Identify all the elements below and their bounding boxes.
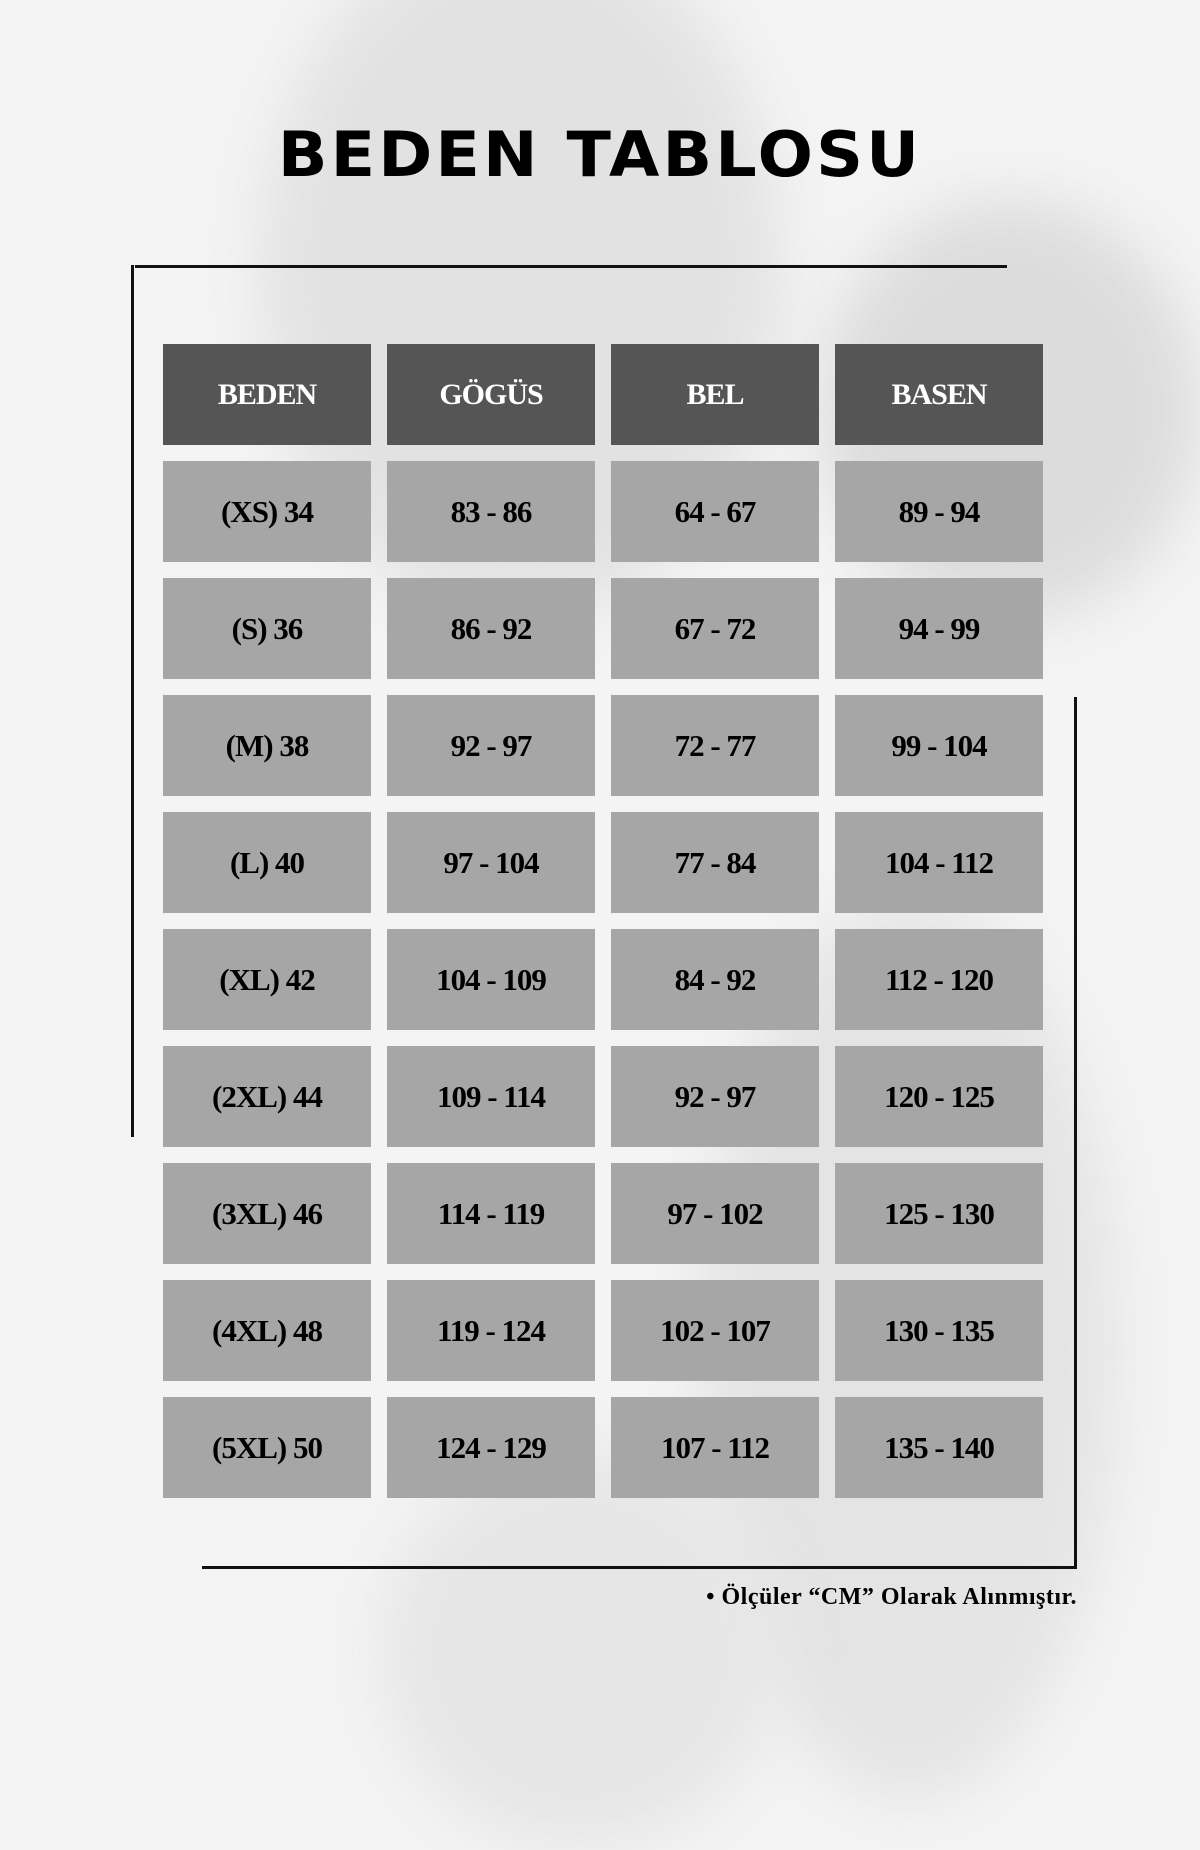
table-cell: 97 - 104: [387, 812, 595, 913]
table-cell: 84 - 92: [611, 929, 819, 1030]
table-cell: (5XL) 50: [163, 1397, 371, 1498]
table-cell: (3XL) 46: [163, 1163, 371, 1264]
table-cell: 135 - 140: [835, 1397, 1043, 1498]
table-cell: (M) 38: [163, 695, 371, 796]
table-cell: 114 - 119: [387, 1163, 595, 1264]
table-cell: (S) 36: [163, 578, 371, 679]
table-cell: 124 - 129: [387, 1397, 595, 1498]
table-cell: 125 - 130: [835, 1163, 1043, 1264]
table-cell: 104 - 109: [387, 929, 595, 1030]
table-cell: 77 - 84: [611, 812, 819, 913]
table-cell: 102 - 107: [611, 1280, 819, 1381]
frame-top-line: [135, 265, 1007, 268]
column-header: GÖGÜS: [387, 344, 595, 445]
table-cell: 104 - 112: [835, 812, 1043, 913]
table-cell: 92 - 97: [387, 695, 595, 796]
table-cell: 109 - 114: [387, 1046, 595, 1147]
table-cell: 99 - 104: [835, 695, 1043, 796]
size-table: BEDEN GÖGÜS BEL BASEN (XS) 34 83 - 86 64 - 67 8…: [163, 344, 1043, 1498]
table-cell: 94 - 99: [835, 578, 1043, 679]
table-cell: (XS) 34: [163, 461, 371, 562]
table-cell: 119 - 124: [387, 1280, 595, 1381]
table-cell: 107 - 112: [611, 1397, 819, 1498]
frame-right-line: [1074, 697, 1077, 1569]
table-cell: (L) 40: [163, 812, 371, 913]
column-header: BEDEN: [163, 344, 371, 445]
table-cell: 92 - 97: [611, 1046, 819, 1147]
table-cell: 72 - 77: [611, 695, 819, 796]
table-cell: 86 - 92: [387, 578, 595, 679]
page-title: BEDEN TABLOSU: [277, 118, 923, 191]
table-cell: 130 - 135: [835, 1280, 1043, 1381]
table-cell: 64 - 67: [611, 461, 819, 562]
column-header: BEL: [611, 344, 819, 445]
frame-bottom-line: [202, 1566, 1077, 1569]
background-shape: [380, 1450, 780, 1850]
table-cell: 89 - 94: [835, 461, 1043, 562]
table-cell: 83 - 86: [387, 461, 595, 562]
table-cell: 67 - 72: [611, 578, 819, 679]
frame-left-line: [131, 265, 134, 1137]
table-cell: (XL) 42: [163, 929, 371, 1030]
table-cell: 97 - 102: [611, 1163, 819, 1264]
measurement-note: • Ölçüler “CM” Olarak Alınmıştır.: [706, 1584, 1077, 1610]
table-cell: 112 - 120: [835, 929, 1043, 1030]
table-cell: 120 - 125: [835, 1046, 1043, 1147]
column-header: BASEN: [835, 344, 1043, 445]
table-cell: (4XL) 48: [163, 1280, 371, 1381]
table-cell: (2XL) 44: [163, 1046, 371, 1147]
